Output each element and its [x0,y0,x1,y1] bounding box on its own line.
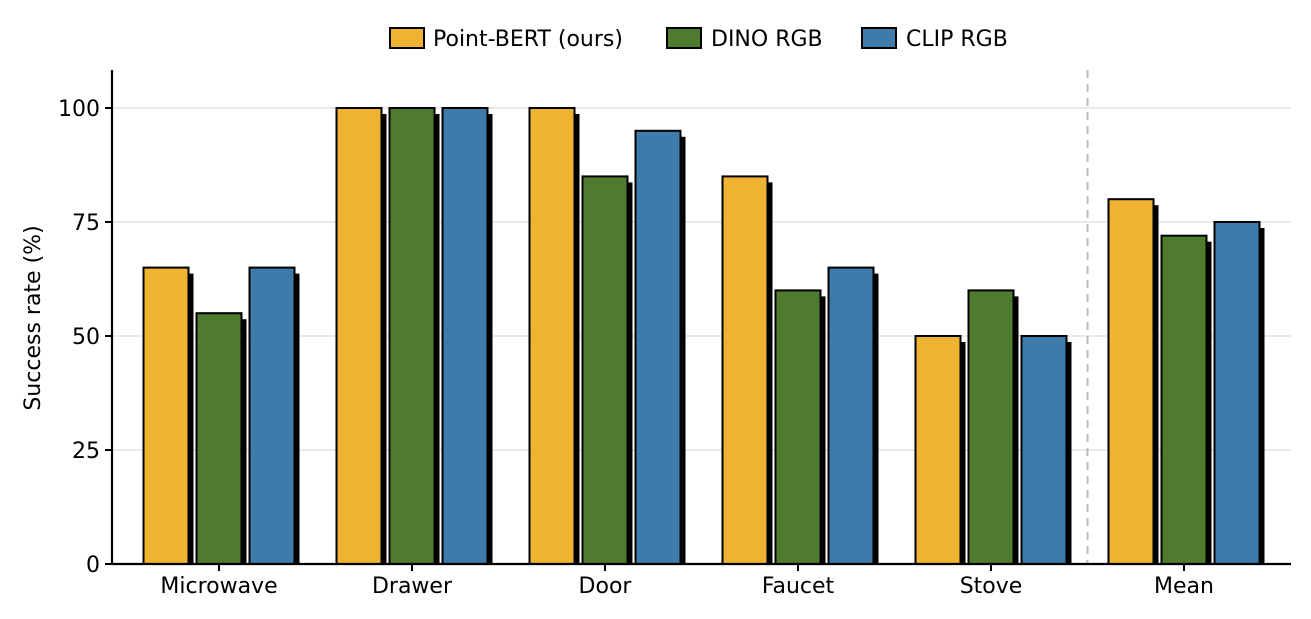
x-tick-label: Door [579,574,633,599]
bar [634,129,682,566]
bar [1107,198,1155,565]
bar [142,266,190,565]
bar [914,335,962,565]
legend-item: DINO RGB [666,27,823,52]
bar [248,266,296,565]
bar [827,266,875,565]
bar [335,107,383,565]
y-tick-label: 25 [72,439,100,464]
legend-item: CLIP RGB [861,27,1008,52]
axes: 0 25 50 75 100 Microwave Drawer Door Faucet Stove… [58,70,1291,599]
x-tick-label: Microwave [160,574,277,599]
y-tick-label: 100 [58,97,100,122]
x-tick-label: Stove [960,574,1023,599]
legend-swatch [666,27,702,49]
legend-label: CLIP RGB [906,27,1008,52]
legend-label: DINO RGB [711,27,823,52]
x-tick-label: Faucet [762,574,835,599]
bar [1020,335,1068,565]
grid-lines [112,107,1291,451]
legend-label: Point-BERT (ours) [433,27,623,52]
bar [1213,221,1261,565]
bar [1160,234,1208,565]
legend-item: Point-BERT (ours) [389,27,623,52]
x-tick-label: Drawer [372,574,453,599]
bar [774,289,822,565]
bar [581,175,629,565]
bar [195,312,243,566]
y-tick-label: 0 [86,553,100,578]
legend-swatch [861,27,897,49]
legend: Point-BERT (ours) DINO RGB CLIP RGB [389,27,1008,52]
bars [142,107,1265,566]
y-axis-label: Success rate (%) [21,225,46,410]
bar [441,107,489,565]
x-tick-label: Mean [1154,574,1214,599]
bar [388,107,436,565]
bar [967,289,1015,565]
y-tick-label: 75 [72,211,100,236]
legend-swatch [389,27,425,49]
bar [528,107,576,565]
bar [721,175,769,565]
y-tick-label: 50 [72,325,100,350]
